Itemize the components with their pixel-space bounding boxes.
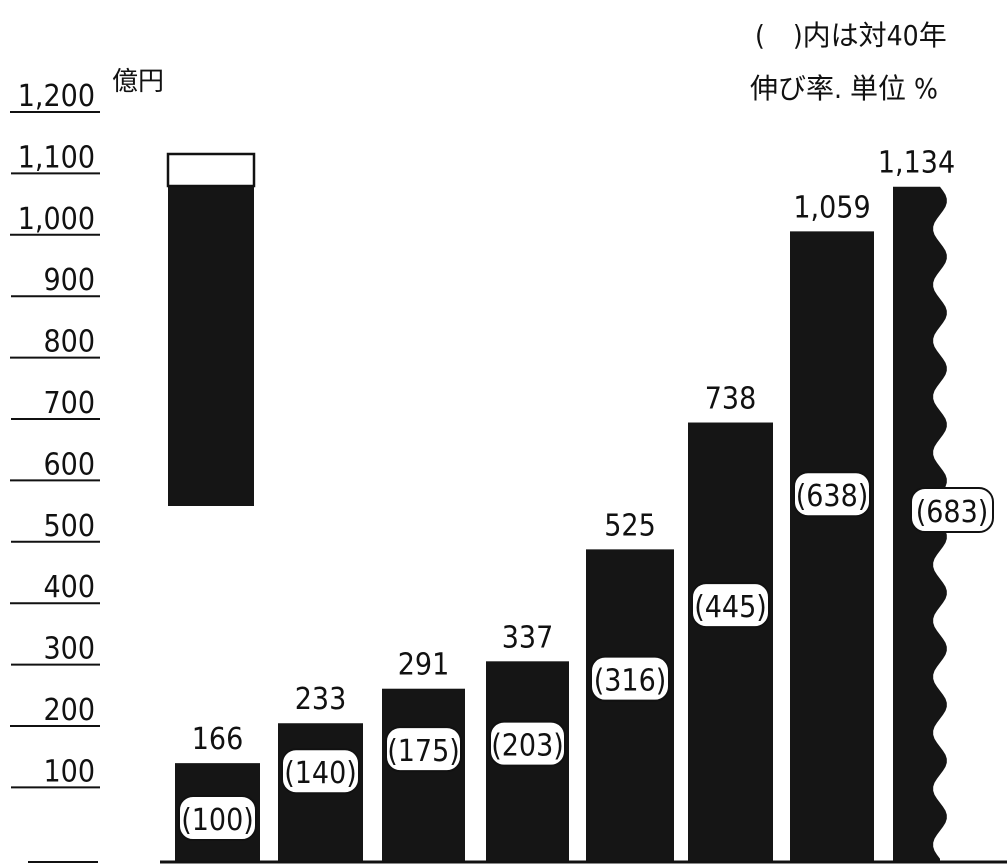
legend-black-segment [168,186,254,506]
ratio-label-box [489,720,566,767]
y-tick-label: 700 [43,386,95,421]
ratio-label-box [910,487,994,533]
y-tick-label: 400 [43,570,95,605]
ratio-label-box [178,795,257,841]
bar [790,231,874,863]
bar-value-label: 738 [705,382,757,417]
bar-ratio-label: (445) [694,590,767,625]
bar-ratio-label: (140) [284,756,357,791]
bar-value-label: 166 [192,722,244,757]
bar-value-label: 337 [502,620,554,655]
ratio-label-box [590,655,670,702]
y-tick-label: 100 [43,754,95,789]
y-unit-label: 億円 [112,67,164,97]
note-line-1: ( )内は対40年 [755,19,947,52]
y-tick-label: 1,200 [18,79,95,114]
bar-value-label: 233 [295,682,347,717]
bar-ratio-label: (100) [181,803,254,838]
bar [382,688,465,862]
y-tick-label: 200 [43,693,95,728]
ratio-label-box [691,582,770,629]
bar [688,422,773,862]
y-tick-label: 1,000 [18,202,95,237]
y-tick-label: 500 [43,509,95,544]
bar [586,549,674,862]
y-tick-label: 300 [43,632,95,667]
bar-value-label: 291 [398,648,450,683]
ratio-label-box [793,471,871,518]
y-tick-label: 800 [43,325,95,360]
ratio-label-box [385,726,462,773]
ratio-label-box [281,748,360,795]
legend [166,152,256,506]
note-line-2: 伸び率. 単位 % [750,72,938,105]
bar-value-label: 1,134 [878,146,955,181]
bar-value-label: 525 [604,508,656,543]
y-axis: 1,200 1,100 1,000 900 800 700 600 500 400 300 200 1… [10,79,100,789]
legend-white-segment [166,152,256,188]
bar-value-label: 1,059 [793,190,870,225]
bar-group: 166 (100) 233 (140) 291 (175) 337 (203) 525 (316)… [175,146,994,863]
y-tick-label: 900 [43,263,95,298]
bar-ratio-label: (638) [796,479,869,514]
y-tick-label: 1,100 [18,140,95,175]
bar-ratio-label: (316) [594,664,667,699]
note: ( )内は対40年 伸び率. 単位 % [750,19,947,105]
bar-ratio-label: (175) [387,734,460,769]
bar-ratio-label: (203) [491,729,564,764]
bar-ratio-label: (683) [916,495,989,530]
y-tick-label: 600 [43,447,95,482]
